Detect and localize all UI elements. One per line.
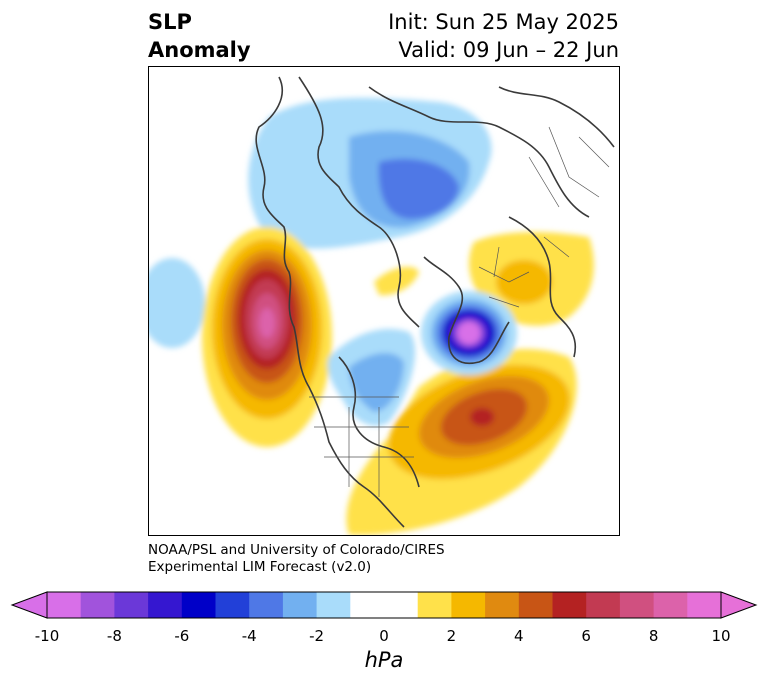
pacific-negative-patch [149, 258, 205, 348]
colorbar-border [46, 591, 722, 619]
colorbar-tick-label: -4 [241, 627, 257, 645]
credit-line-1: NOAA/PSL and University of Colorado/CIRE… [148, 542, 445, 558]
init-date: Init: Sun 25 May 2025 [388, 10, 619, 34]
colorbar-segment [485, 592, 520, 618]
title-type: Anomaly [148, 38, 251, 62]
colorbar-segment [619, 592, 655, 618]
colorbar-tick-label: -10 [34, 627, 60, 645]
borders [309, 126, 610, 497]
colorbar-tick-label: 10 [711, 627, 731, 645]
colorbar-segment [552, 592, 587, 618]
colorbar-segment [114, 592, 149, 618]
forecast-dates: Init: Sun 25 May 2025 Valid: 09 Jun – 22… [388, 8, 619, 64]
pacific-high [202, 227, 332, 447]
colorbar-segment [586, 592, 621, 618]
title-variable: SLP [148, 10, 192, 34]
colorbar-segment [316, 592, 351, 618]
map-title: SLP Anomaly [148, 8, 251, 64]
coastlines [255, 76, 615, 528]
colorbar-segment [384, 592, 419, 618]
colorbar-segment [653, 592, 688, 618]
colorbar-segment [181, 592, 216, 618]
colorbar-segment [148, 592, 183, 618]
colorbar-segment [282, 592, 318, 618]
colorbar-tick-label: -2 [309, 627, 325, 645]
colorbar-tick-label: -6 [174, 627, 190, 645]
atlantic-low [421, 291, 517, 375]
colorbar-segment [417, 592, 452, 618]
colorbar-max-arrow [720, 591, 758, 619]
colorbar-tick-label: 0 [379, 627, 389, 645]
colorbar-min-arrow [10, 591, 48, 619]
colorbar-tick-label: -8 [106, 627, 122, 645]
atlantic-high [346, 349, 577, 535]
colorbar-segment [47, 592, 82, 618]
slp-anomaly-map [148, 66, 620, 536]
valid-range: Valid: 09 Jun – 22 Jun [398, 38, 619, 62]
colorbar-tick-label: 6 [581, 627, 591, 645]
colorbar-segment [80, 592, 115, 618]
credit-line-2: Experimental LIM Forecast (v2.0) [148, 559, 372, 575]
colorbar-tick-label: 8 [648, 627, 659, 645]
colorbar-segment [451, 592, 486, 618]
colorbar-segment [215, 592, 250, 618]
colorbar-segment [518, 592, 553, 618]
colorbar-segment [249, 592, 284, 618]
colorbar-segment [687, 592, 722, 618]
colorbar [10, 591, 758, 619]
colorbar-segment [350, 592, 385, 618]
credits: NOAA/PSL and University of Colorado/CIRE… [148, 542, 445, 576]
colorbar-unit-label: hPa [364, 648, 404, 672]
colorbar-tick-label: 2 [446, 627, 457, 645]
colorbar-tick-label: 4 [514, 627, 524, 645]
anomaly-fields [149, 97, 594, 535]
